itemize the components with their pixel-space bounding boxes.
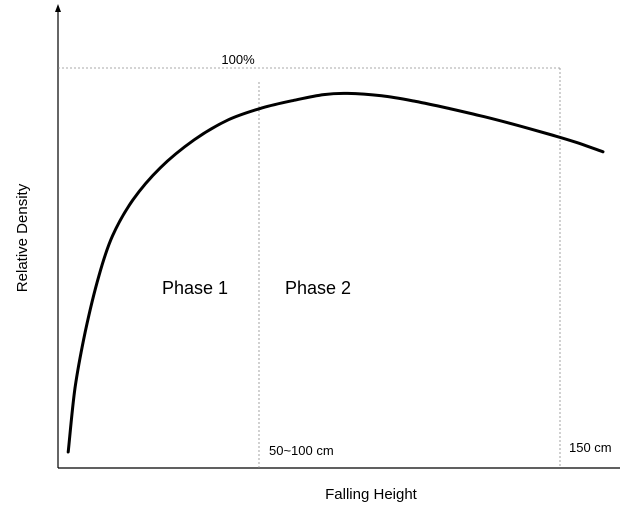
boundary-2-label: 150 cm <box>569 440 612 455</box>
x-axis-title: Falling Height <box>325 486 418 503</box>
boundary-1-label: 50~100 cm <box>269 443 334 458</box>
density-curve <box>66 91 605 454</box>
reference-line-label: 100% <box>221 52 255 67</box>
y-axis-title: Relative Density <box>14 183 31 292</box>
y-axis-arrow <box>55 4 61 12</box>
phase-1-label: Phase 1 <box>162 278 228 298</box>
phase-2-label: Phase 2 <box>285 278 351 298</box>
